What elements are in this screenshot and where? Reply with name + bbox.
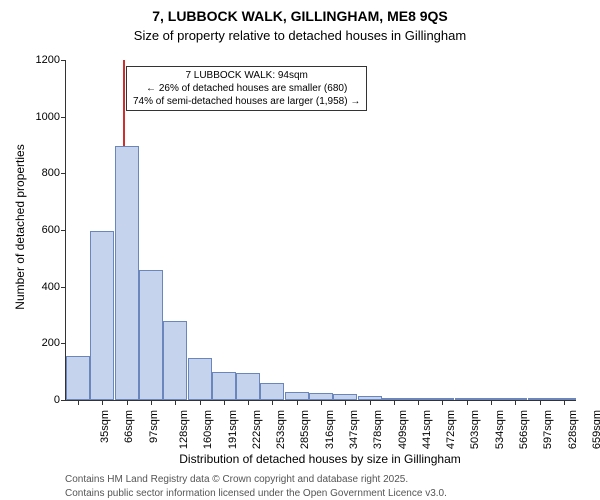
bar <box>66 356 90 400</box>
x-tick-mark <box>564 400 565 405</box>
x-tick-mark <box>297 400 298 405</box>
x-tick-mark <box>321 400 322 405</box>
plot-area: 7 LUBBOCK WALK: 94sqm ← 26% of detached … <box>65 60 576 401</box>
bar <box>212 372 236 400</box>
x-tick-label: 316sqm <box>324 410 336 449</box>
x-tick-label: 566sqm <box>518 410 530 449</box>
x-tick-mark <box>175 400 176 405</box>
bar <box>260 383 284 400</box>
annotation-line-3: 74% of semi-detached houses are larger (… <box>133 95 360 108</box>
x-tick-label: 222sqm <box>251 410 263 449</box>
footer-line-2: Contains public sector information licen… <box>65 488 447 499</box>
bar <box>139 270 163 400</box>
y-axis-label: Number of detached properties <box>13 127 27 327</box>
y-tick-mark <box>61 343 66 344</box>
x-tick-label: 597sqm <box>542 410 554 449</box>
y-tick-mark <box>61 230 66 231</box>
x-tick-label: 534sqm <box>494 410 506 449</box>
bar <box>90 231 114 400</box>
bar <box>115 146 139 400</box>
x-tick-label: 628sqm <box>567 410 579 449</box>
x-axis-label: Distribution of detached houses by size … <box>65 452 575 466</box>
bar <box>309 393 333 400</box>
footer-line-1: Contains HM Land Registry data © Crown c… <box>65 474 408 485</box>
x-tick-mark <box>370 400 371 405</box>
x-tick-mark <box>467 400 468 405</box>
x-tick-mark <box>515 400 516 405</box>
x-tick-label: 66sqm <box>123 410 135 443</box>
x-tick-mark <box>418 400 419 405</box>
x-tick-label: 128sqm <box>178 410 190 449</box>
x-tick-mark <box>151 400 152 405</box>
y-tick-mark <box>61 400 66 401</box>
x-tick-mark <box>248 400 249 405</box>
chart-title-sub: Size of property relative to detached ho… <box>0 28 600 43</box>
x-tick-mark <box>540 400 541 405</box>
y-tick-mark <box>61 117 66 118</box>
x-tick-label: 441sqm <box>421 410 433 449</box>
x-tick-mark <box>491 400 492 405</box>
bar <box>285 392 309 401</box>
x-tick-label: 472sqm <box>445 410 457 449</box>
annotation-line-2: ← 26% of detached houses are smaller (68… <box>133 82 360 95</box>
y-tick-mark <box>61 173 66 174</box>
x-tick-label: 503sqm <box>470 410 482 449</box>
y-tick-mark <box>61 60 66 61</box>
x-tick-mark <box>442 400 443 405</box>
annotation-line-1: 7 LUBBOCK WALK: 94sqm <box>133 69 360 82</box>
bar <box>188 358 212 401</box>
x-tick-label: 160sqm <box>202 410 214 449</box>
x-tick-label: 659sqm <box>591 410 600 449</box>
x-tick-label: 285sqm <box>300 410 312 449</box>
annotation-box: 7 LUBBOCK WALK: 94sqm ← 26% of detached … <box>126 66 367 111</box>
x-tick-mark <box>200 400 201 405</box>
chart-container: 7, LUBBOCK WALK, GILLINGHAM, ME8 9QS Siz… <box>0 0 600 500</box>
x-tick-label: 347sqm <box>348 410 360 449</box>
x-tick-mark <box>224 400 225 405</box>
y-tick-mark <box>61 287 66 288</box>
x-tick-label: 378sqm <box>372 410 384 449</box>
bar <box>163 321 187 400</box>
chart-title-main: 7, LUBBOCK WALK, GILLINGHAM, ME8 9QS <box>0 8 600 24</box>
x-tick-mark <box>102 400 103 405</box>
x-tick-mark <box>78 400 79 405</box>
x-tick-label: 409sqm <box>397 410 409 449</box>
bar <box>236 373 260 400</box>
x-tick-mark <box>394 400 395 405</box>
x-tick-label: 97sqm <box>148 410 160 443</box>
x-tick-label: 35sqm <box>99 410 111 443</box>
x-tick-mark <box>272 400 273 405</box>
x-tick-label: 253sqm <box>275 410 287 449</box>
x-tick-mark <box>345 400 346 405</box>
x-tick-mark <box>127 400 128 405</box>
x-tick-label: 191sqm <box>227 410 239 449</box>
